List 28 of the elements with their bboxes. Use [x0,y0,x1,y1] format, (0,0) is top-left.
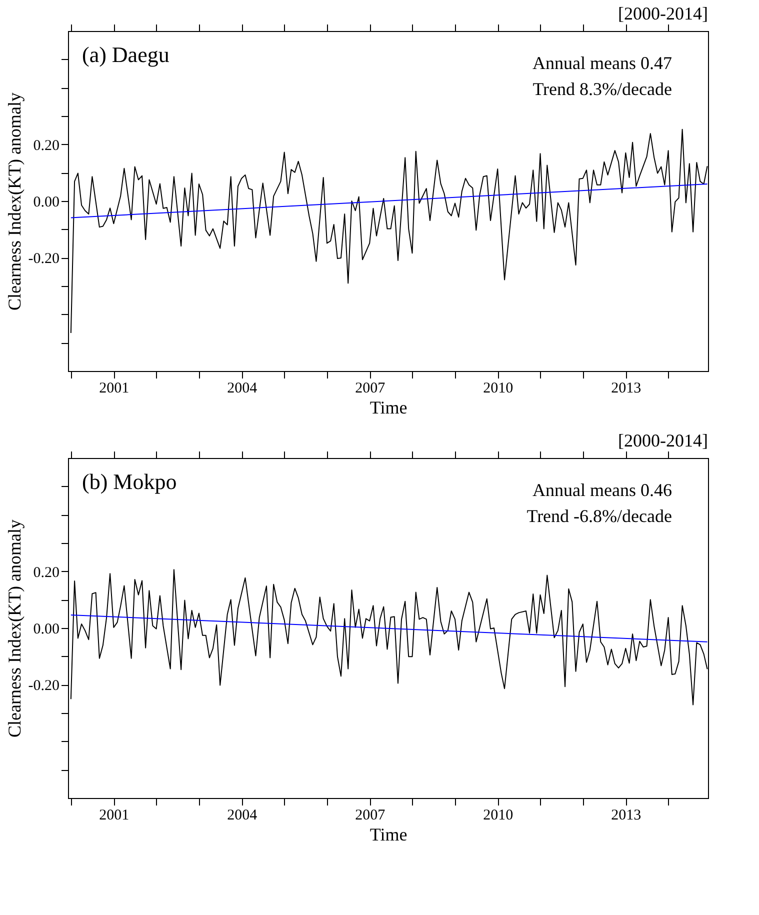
x-tick-label: 2013 [611,380,642,396]
x-tick-label: 2013 [611,808,642,824]
text: (a) Daegu [82,42,170,67]
annotation: Annual means 0.47 [532,53,672,73]
x-tick-label: 2007 [355,808,386,824]
y-tick-label: 0.00 [33,194,60,210]
chart-subtitle: [2000-2014] [618,4,708,24]
x-tick-label: 2001 [99,808,130,824]
x-axis-title: Time [370,398,408,418]
x-axis-title: Time [370,824,408,844]
annotation: Annual means 0.46 [532,480,672,500]
x-tick-label: 2010 [483,808,514,824]
y-tick-label: 0.00 [33,622,60,638]
chart-subtitle: [2000-2014] [618,430,708,450]
annotation: Trend -6.8%/decade [526,506,672,526]
text: (b) Mokpo [82,469,177,494]
y-axis-title: Clearness Index(KT) anomaly [4,92,24,310]
x-tick-label: 2007 [355,380,386,396]
x-tick-label: 2001 [99,380,130,396]
y-tick-label: 0.20 [33,138,60,154]
y-tick-label: -0.20 [28,251,60,268]
annotation: Trend 8.3%/decade [532,79,672,99]
x-tick-label: 2004 [227,808,258,824]
y-axis-title: Clearness Index(KT) anomaly [4,520,24,738]
x-tick-label: 2010 [483,380,514,396]
y-tick-label: -0.20 [28,678,60,694]
y-tick-label: 0.20 [33,564,60,581]
x-tick-label: 2004 [227,380,258,396]
